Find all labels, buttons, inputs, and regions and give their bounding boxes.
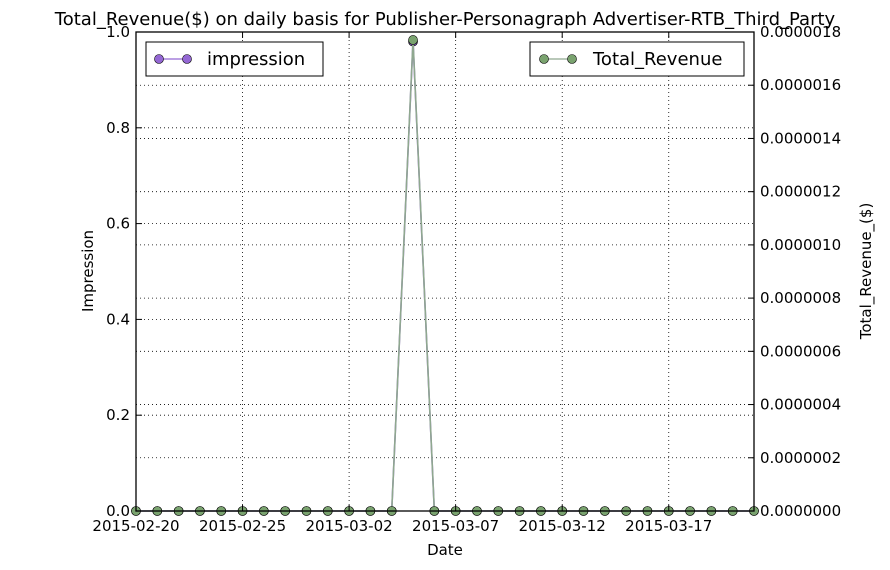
y-right-tick-label: 0.0000004 — [760, 396, 841, 414]
y-left-tick-label: 0.8 — [106, 119, 130, 137]
chart-title: Total_Revenue($) on daily basis for Publ… — [54, 9, 836, 30]
y-left-tick-label: 0.2 — [106, 406, 130, 424]
data-point-total-revenue — [408, 35, 418, 45]
x-axis-label: Date — [427, 541, 463, 559]
legend-total-revenue-marker — [567, 54, 577, 64]
legend-total-revenue: Total_Revenue — [529, 41, 745, 77]
y-right-tick-label: 0.0000018 — [760, 23, 841, 41]
legend-impression: impression — [145, 41, 324, 77]
series-line-total-revenue — [136, 39, 754, 512]
legend-impression-marker — [182, 54, 192, 64]
plot-frame — [135, 31, 755, 512]
legend-impression-marker — [154, 54, 164, 64]
legend-total-revenue-marker — [539, 54, 549, 64]
series-layer — [131, 35, 759, 516]
y-axis-left-label: Impression — [79, 230, 97, 312]
x-tick-label: 2015-03-12 — [519, 517, 606, 535]
y-right-tick-label: 0.0000008 — [760, 289, 841, 307]
y-left-tick-label: 0.4 — [106, 310, 130, 328]
x-tick-label: 2015-03-02 — [306, 517, 393, 535]
y-left-tick-label: 1.0 — [106, 23, 130, 41]
x-tick-label: 2015-02-25 — [199, 517, 286, 535]
y-right-tick-label: 0.0000012 — [760, 183, 841, 201]
legend-impression-label: impression — [207, 49, 305, 70]
y-right-tick-label: 0.0000014 — [760, 129, 841, 147]
grid — [135, 31, 754, 512]
y-right-tick-label: 0.0000006 — [760, 342, 841, 360]
y-left-tick-label: 0.6 — [106, 215, 130, 233]
y-axis-right: 0.0000000 0.0000002 0.0000004 0.0000006 0.00… — [748, 23, 841, 520]
y-right-tick-label: 0.0000000 — [760, 502, 841, 520]
x-tick-label: 2015-02-20 — [92, 517, 179, 535]
y-right-tick-label: 0.0000002 — [760, 449, 841, 467]
x-tick-label: 2015-03-17 — [625, 517, 712, 535]
legend-total-revenue-label: Total_Revenue — [592, 49, 722, 70]
y-axis-right-label: Total_Revenue_($) — [857, 203, 876, 341]
series-line-impression — [136, 41, 754, 512]
y-right-tick-label: 0.0000016 — [760, 76, 841, 94]
x-axis: 2015-02-20 2015-02-25 2015-03-02 2015-03-07… — [92, 32, 712, 535]
y-right-tick-label: 0.0000010 — [760, 236, 841, 254]
x-tick-label: 2015-03-07 — [412, 517, 499, 535]
y-left-tick-label: 0.0 — [106, 502, 130, 520]
y-axis-left: 0.0 0.2 0.4 0.6 0.8 1.0 — [106, 23, 142, 520]
